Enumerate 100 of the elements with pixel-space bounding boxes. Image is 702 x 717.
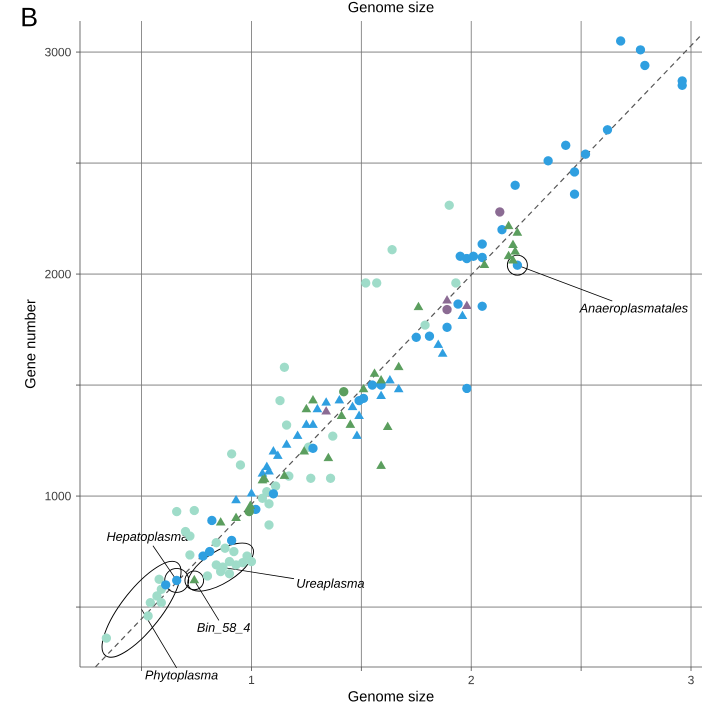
point [376, 375, 386, 384]
point [354, 410, 364, 419]
point [468, 252, 478, 261]
point [246, 556, 256, 566]
x-tick-label: 2 [468, 676, 474, 684]
chart-title: Genome size [348, 2, 434, 12]
point [154, 574, 164, 584]
point [361, 278, 370, 288]
point [238, 558, 248, 568]
point [370, 368, 380, 377]
point [268, 446, 278, 454]
point [190, 506, 199, 516]
point [478, 252, 487, 262]
y-axis-title: Gene number [24, 299, 36, 388]
point [275, 396, 285, 406]
point [368, 380, 377, 390]
point [561, 140, 570, 150]
point [480, 260, 490, 268]
point [231, 512, 241, 522]
point [462, 300, 472, 310]
point [306, 474, 316, 483]
point [292, 430, 302, 439]
point [348, 402, 358, 410]
point [442, 295, 452, 304]
annotation: Bin_58_4 [197, 622, 250, 634]
point [302, 404, 312, 412]
point [324, 452, 334, 462]
point [438, 348, 448, 357]
point [229, 546, 239, 556]
point [636, 45, 646, 55]
point [508, 255, 518, 264]
point [458, 310, 468, 320]
point [462, 384, 472, 394]
point [385, 375, 395, 384]
point [308, 395, 318, 404]
point [322, 397, 331, 406]
point [280, 362, 290, 372]
point [302, 420, 312, 428]
point [346, 420, 355, 428]
x-tick-label: 3 [688, 676, 694, 684]
point [424, 332, 434, 341]
point [420, 320, 430, 330]
y-tick-label: 1000 [46, 492, 71, 500]
point [102, 633, 112, 643]
point [280, 470, 290, 479]
point [246, 488, 256, 497]
point [376, 460, 386, 469]
point [328, 431, 338, 441]
point [383, 422, 392, 430]
point [336, 410, 346, 419]
annotation: Anaeroplasmatales [579, 303, 688, 316]
point [508, 240, 518, 248]
point [580, 150, 590, 159]
point [352, 430, 362, 439]
point [282, 440, 292, 448]
point [451, 278, 461, 288]
point [312, 404, 322, 412]
point [264, 499, 274, 508]
annotation: Ureaplasma [297, 578, 364, 590]
point [570, 189, 580, 199]
point [282, 420, 292, 430]
point [387, 244, 397, 254]
x-axis-title: Genome size [348, 690, 434, 702]
annotation: Phytoplasma [145, 670, 218, 682]
point [226, 449, 236, 459]
point [434, 340, 443, 348]
point [339, 387, 348, 396]
y-tick-label: 3000 [45, 48, 71, 56]
point [394, 384, 404, 392]
text: B [22, 8, 37, 26]
point [358, 384, 368, 392]
point [512, 228, 522, 236]
point [414, 302, 424, 310]
point [354, 396, 364, 406]
point [300, 446, 309, 454]
point [244, 506, 254, 516]
point [202, 571, 212, 581]
point [268, 489, 278, 499]
point [172, 506, 182, 516]
point [198, 551, 208, 561]
point [326, 474, 336, 483]
point [308, 420, 318, 428]
point [334, 395, 344, 404]
point [143, 611, 153, 621]
point [394, 362, 404, 370]
point [270, 481, 280, 491]
annotation: Hepatoplasma [106, 532, 188, 544]
point [442, 322, 452, 332]
point [372, 278, 382, 288]
point [412, 332, 421, 342]
point [216, 517, 226, 526]
point [146, 598, 155, 608]
point [453, 299, 463, 309]
point [510, 180, 520, 190]
point [156, 598, 166, 608]
point [504, 250, 514, 260]
point [444, 200, 454, 210]
point [570, 167, 580, 177]
point [442, 304, 452, 314]
y-tick-label: 2000 [45, 270, 71, 278]
